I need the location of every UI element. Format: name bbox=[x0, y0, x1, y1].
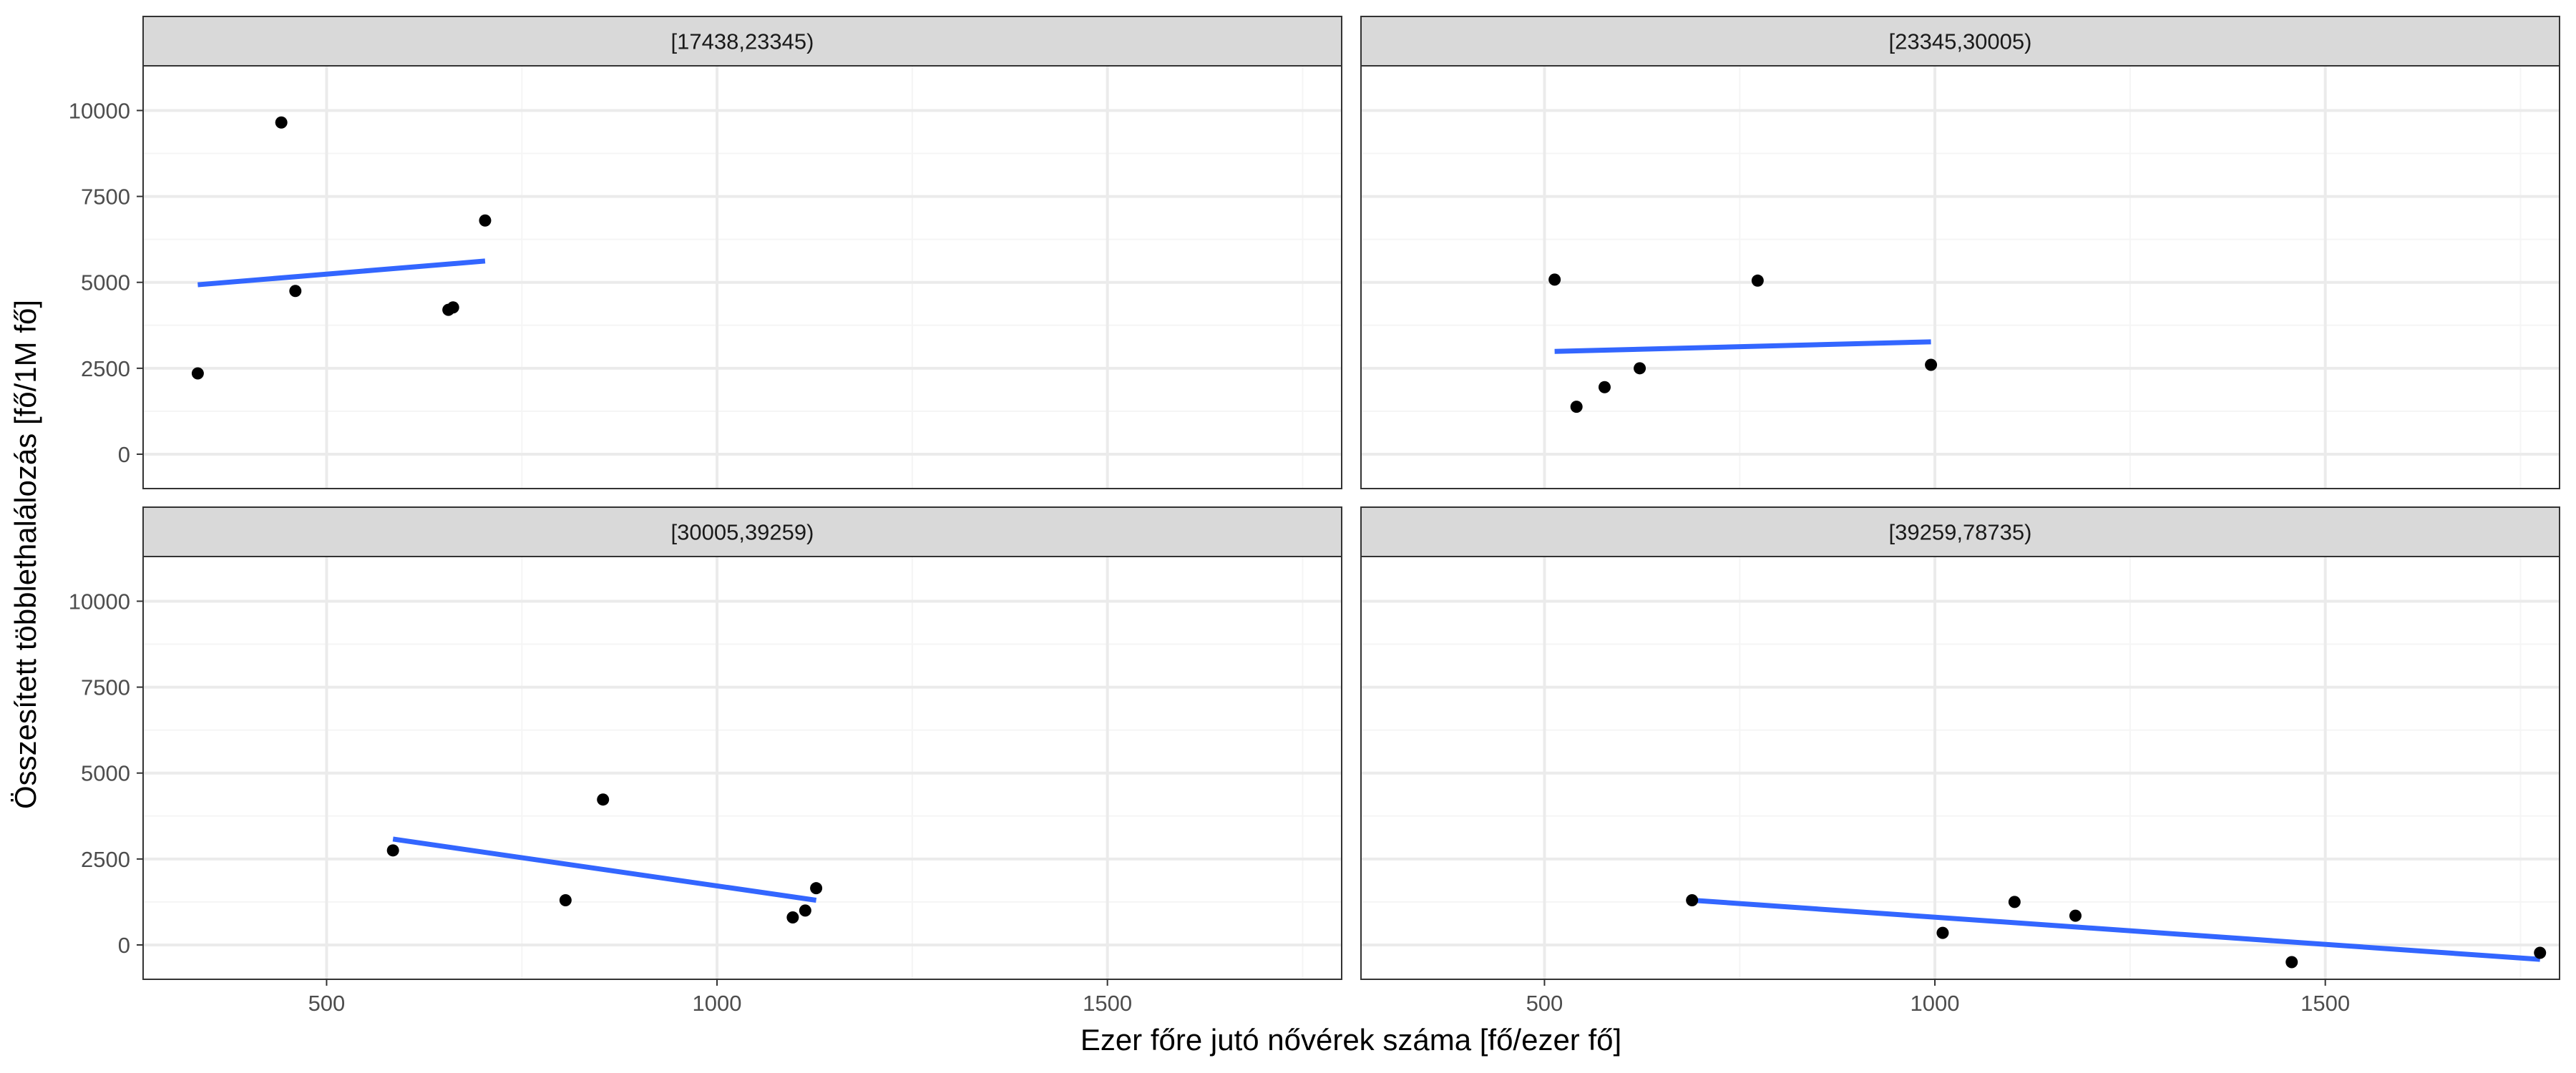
data-point bbox=[810, 882, 823, 895]
data-point bbox=[799, 904, 811, 917]
facet-strip bbox=[1360, 16, 2560, 67]
data-point bbox=[559, 893, 572, 906]
x-tick-label: 500 bbox=[308, 991, 346, 1016]
trend-line bbox=[1692, 897, 2540, 962]
panel-background bbox=[143, 66, 1342, 489]
facet-strip bbox=[142, 16, 1342, 67]
data-point bbox=[1686, 893, 1699, 906]
y-tick-label: 10000 bbox=[69, 98, 130, 123]
y-tick-label: 5000 bbox=[81, 761, 130, 786]
data-point bbox=[786, 911, 799, 924]
data-point bbox=[2534, 946, 2547, 959]
data-point bbox=[2008, 896, 2021, 908]
data-point bbox=[289, 285, 302, 298]
y-tick-label: 7500 bbox=[81, 185, 130, 210]
x-tick-label: 1000 bbox=[1911, 991, 1960, 1016]
data-point bbox=[386, 844, 399, 857]
data-point bbox=[1925, 358, 1938, 371]
trend-line bbox=[392, 836, 817, 903]
x-tick-label: 1500 bbox=[2301, 991, 2350, 1016]
y-tick-label: 0 bbox=[118, 442, 130, 467]
data-point bbox=[2285, 956, 2298, 969]
data-point bbox=[479, 214, 492, 227]
y-tick-label: 2500 bbox=[81, 847, 130, 872]
data-point bbox=[1548, 273, 1561, 286]
x-tick-label: 1000 bbox=[693, 991, 742, 1016]
y-tick-label: 5000 bbox=[81, 270, 130, 295]
data-point bbox=[2069, 909, 2082, 922]
x-tick-label: 500 bbox=[1526, 991, 1563, 1016]
y-tick-label: 0 bbox=[118, 933, 130, 958]
facet-strip-label: [39259,78735) bbox=[1889, 520, 2032, 545]
y-tick-label: 10000 bbox=[69, 589, 130, 614]
facet-panel: [39259,78735) 500 1000 1500 bbox=[1360, 506, 2560, 1016]
facet-panel: [23345,30005) bbox=[1360, 16, 2560, 489]
data-point bbox=[1570, 401, 1583, 413]
data-point bbox=[1598, 381, 1611, 393]
trend-line bbox=[197, 258, 486, 288]
data-point bbox=[1936, 926, 1949, 939]
y-tick-label: 2500 bbox=[81, 356, 130, 381]
facet-panel: [17438,23345) 0 2500 5000 7500 10000 bbox=[69, 16, 1342, 489]
facet-strip bbox=[142, 506, 1342, 557]
data-point bbox=[1751, 274, 1764, 287]
x-axis-title: Ezer főre jutó nővérek száma [fő/ezer fő… bbox=[1080, 1023, 1621, 1057]
panel-background bbox=[1361, 557, 2560, 979]
panel-background bbox=[143, 557, 1342, 979]
facet-panel: [30005,39259) 0 2500 5000 7500 10000 500 1000 15… bbox=[69, 506, 1342, 1016]
data-point bbox=[191, 367, 204, 380]
facet-strip-label: [23345,30005) bbox=[1889, 29, 2032, 54]
facet-strip bbox=[1360, 506, 2560, 557]
data-point bbox=[1634, 362, 1646, 375]
data-point bbox=[597, 793, 610, 806]
panel-background bbox=[1361, 66, 2560, 489]
trend-line bbox=[1554, 339, 1931, 354]
data-point bbox=[275, 116, 288, 129]
x-tick-label: 1500 bbox=[1083, 991, 1132, 1016]
y-axis-title: Összesített többlethalálozás [fő/1M fő] bbox=[9, 300, 42, 809]
facet-strip-label: [30005,39259) bbox=[671, 520, 814, 545]
data-point bbox=[447, 301, 459, 314]
facet-strip-label: [17438,23345) bbox=[671, 29, 814, 54]
y-tick-label: 7500 bbox=[81, 675, 130, 700]
